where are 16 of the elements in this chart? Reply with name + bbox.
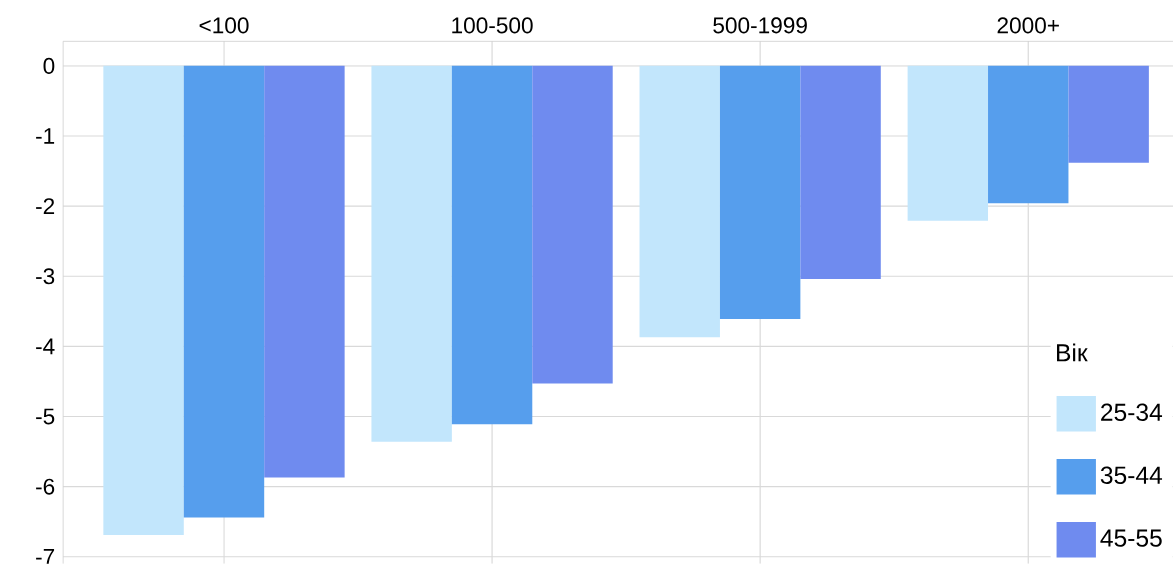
legend-label: 45-55: [1100, 529, 1162, 547]
y-tick-label: -4: [36, 338, 55, 355]
y-tick-label: -7: [36, 549, 55, 564]
y-tick-label: -2: [36, 198, 55, 215]
y-tick-label: -5: [36, 408, 55, 425]
legend-label: 25-34: [1101, 403, 1163, 422]
x-tick-label: <100: [199, 17, 249, 34]
legend-label: 35-44: [1100, 466, 1163, 485]
y-tick-label: -1: [36, 128, 55, 144]
x-tick-label: 100-500: [452, 17, 533, 34]
y-tick-label: 0: [43, 57, 55, 74]
y-tick-label: -3: [36, 268, 55, 285]
y-tick-label: -6: [36, 478, 55, 495]
legend-title: Вік: [1057, 343, 1088, 362]
x-tick-label: 2000+: [997, 17, 1059, 34]
x-tick-label: 500-1999: [713, 17, 807, 34]
